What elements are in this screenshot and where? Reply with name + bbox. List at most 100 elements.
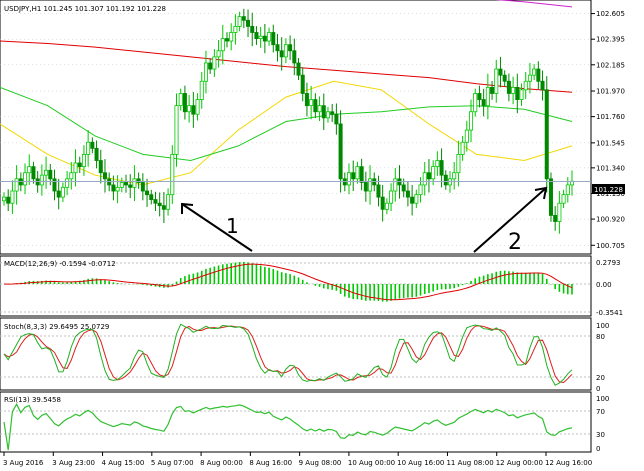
macd-header: MACD(12,26,9) -0.1594 -0.0712 (4, 260, 116, 268)
candle-body (376, 184, 381, 198)
candle-body (86, 141, 91, 155)
stoch-tick-80: 80 (596, 333, 605, 341)
candle-body (254, 32, 259, 39)
candle-body (246, 19, 251, 27)
rsi-pane[interactable]: RSI(13) 39.5458 (0, 391, 592, 453)
candle-body (111, 184, 116, 192)
price-tick-label: 101.970 (596, 88, 625, 96)
candle-body (212, 56, 217, 70)
arrow-1-line (181, 203, 253, 252)
candle-body (553, 215, 558, 222)
candle-body (140, 182, 145, 192)
candle-body (300, 74, 305, 94)
candle-body (98, 160, 103, 174)
candle-body (363, 182, 368, 192)
candle-body (241, 16, 246, 21)
candle-body (304, 93, 309, 107)
arrow-2-line (473, 187, 547, 253)
candle-body (288, 44, 293, 52)
candle-body (90, 141, 95, 149)
price-tick-label: 101.545 (596, 139, 625, 147)
candle-body (178, 93, 183, 107)
candle-body (368, 178, 373, 192)
candle-body (149, 194, 154, 200)
price-tick-label: 102.395 (596, 36, 625, 44)
candle-body (292, 50, 297, 64)
candle-body (224, 38, 229, 42)
candle-body (94, 147, 99, 161)
candle-body (23, 172, 28, 186)
price-axis[interactable]: 102.605 102.395 102.185 101.970 101.760 101.5… (591, 10, 625, 250)
candle-body (157, 202, 162, 207)
candle-body (435, 160, 440, 168)
candle-body (498, 68, 503, 76)
candle-body (203, 62, 208, 82)
candle-body (187, 105, 192, 113)
candle-body (506, 80, 511, 94)
stochastic-pane[interactable]: Stoch(8,3,3) 29.6495 25.0729 (0, 317, 592, 391)
candle-body (338, 123, 343, 180)
rsi-line (3, 402, 573, 451)
candle-body (523, 80, 528, 91)
arrow-1-head (181, 202, 194, 214)
time-axis[interactable]: 3 Aug 2016 3 Aug 23:00 4 Aug 15:00 5 Aug 07… (3, 452, 592, 467)
time-tick-label: 12 Aug 16:00 (545, 459, 592, 467)
candle-body (69, 172, 74, 180)
annotation-1: 1 (181, 202, 253, 252)
candle-body (384, 202, 389, 210)
candle-body (544, 89, 549, 180)
candle-body (6, 196, 11, 204)
candle-body (309, 99, 314, 107)
candle-body (208, 62, 213, 70)
candle-body (393, 178, 398, 192)
candle-body (145, 190, 150, 196)
candle-body (389, 190, 394, 204)
candle-body (481, 99, 486, 107)
candle-body (14, 178, 19, 192)
candle-body (456, 154, 461, 174)
macd-pane[interactable]: MACD(12,26,9) -0.1594 -0.0712 (0, 255, 592, 317)
candle-body (418, 184, 423, 196)
price-tick-label: 100.705 (596, 242, 625, 250)
macd-signal-line (3, 263, 573, 301)
candle-body (279, 50, 284, 58)
time-tick-label: 11 Aug 08:00 (446, 459, 493, 467)
candle-body (334, 113, 339, 125)
candle-body (321, 105, 326, 119)
candle-body (313, 99, 318, 113)
candle-body (132, 178, 137, 188)
candle-body (325, 111, 330, 119)
arrow-2-head (534, 186, 548, 200)
candle-body (527, 74, 532, 82)
candle-body (317, 105, 322, 113)
price-tick-label: 102.605 (596, 10, 625, 18)
candle-body (52, 178, 57, 192)
candle-body (494, 68, 499, 94)
candle-body (10, 190, 15, 204)
candle-body (124, 182, 129, 186)
stoch-tick-20: 20 (596, 374, 605, 382)
price-tick-label: 101.760 (596, 113, 625, 121)
candle-body (540, 80, 545, 91)
candle-body (426, 172, 431, 180)
candle-body (81, 154, 86, 168)
candle-body (296, 62, 301, 76)
candle-body (262, 35, 267, 42)
candle-body (557, 202, 562, 222)
candle-body (405, 190, 410, 198)
candle-body (519, 89, 524, 100)
candle-body (73, 162, 78, 174)
stoch-tick-100: 100 (596, 322, 609, 330)
candle-body (267, 32, 272, 42)
candle-body (44, 169, 49, 176)
moving-average-yellow (0, 80, 573, 186)
price-tick-label: 102.185 (596, 61, 625, 69)
candle-body (477, 93, 482, 100)
candle-body (271, 32, 276, 46)
time-tick-label: 5 Aug 07:00 (151, 459, 194, 467)
candle-body (431, 166, 436, 180)
candle-body (351, 172, 356, 180)
price-pane[interactable]: USDJPY,H1 101.245 101.307 101.192 101.22… (0, 0, 592, 255)
candle-body (511, 86, 516, 94)
